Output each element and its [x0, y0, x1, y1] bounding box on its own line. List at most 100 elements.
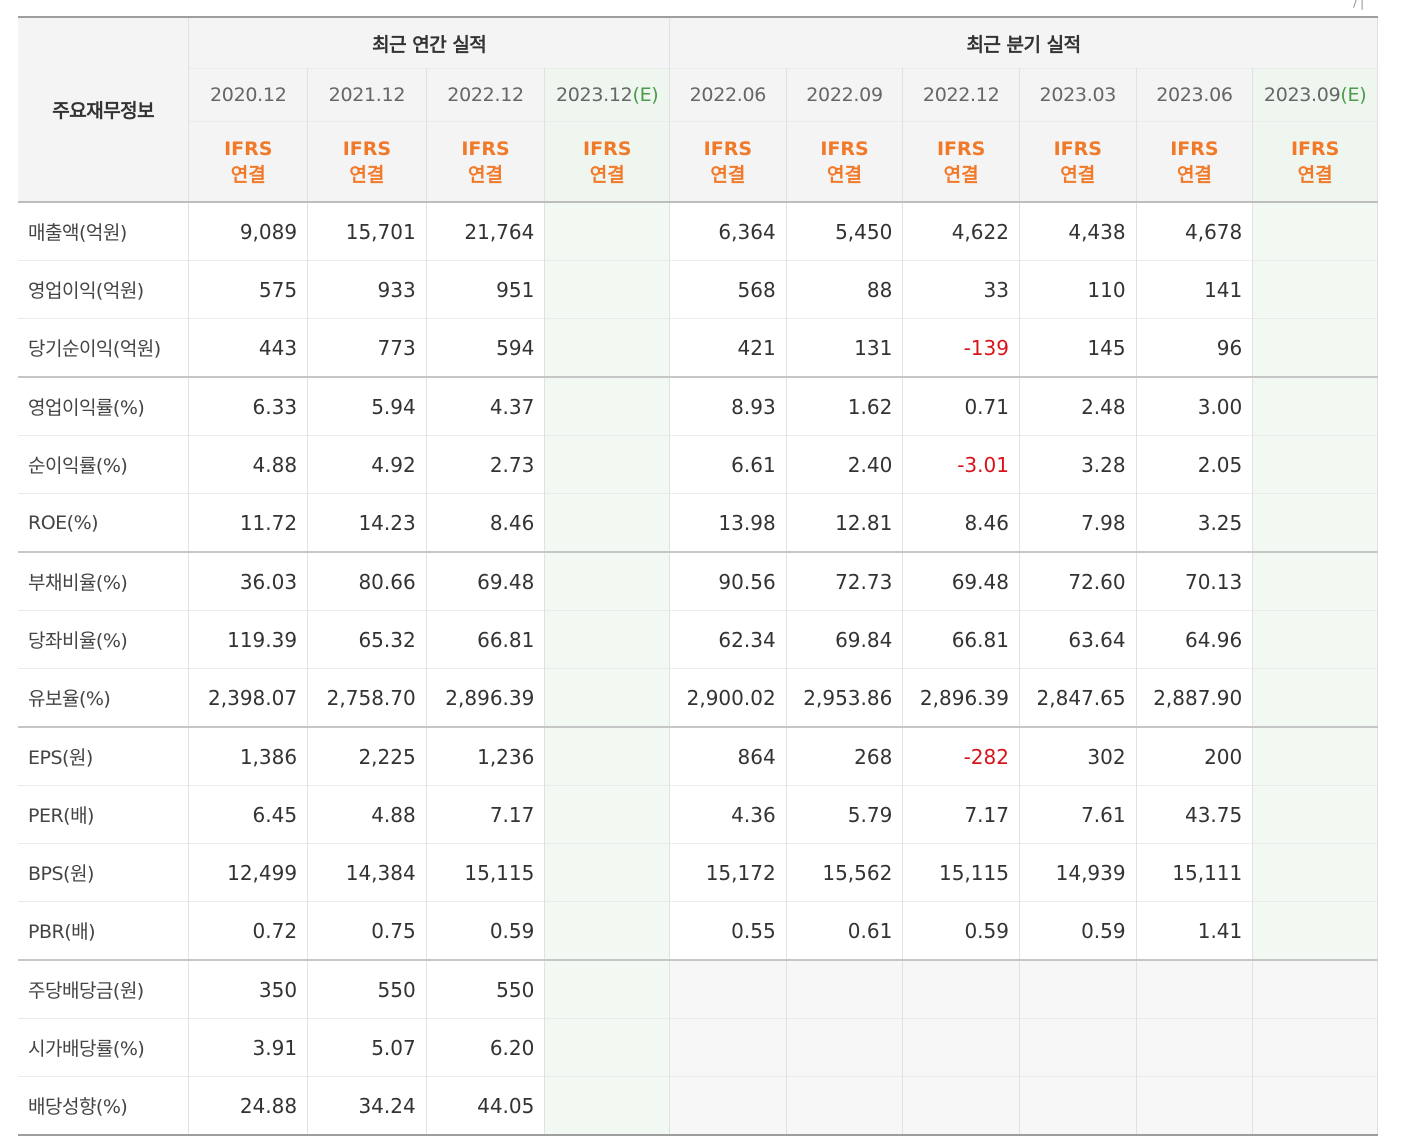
quarter-value-cell	[786, 1076, 904, 1136]
quarter-value-cell	[1252, 1076, 1378, 1136]
quarter-value-cell	[1252, 201, 1378, 261]
quarter-value-cell: 64.96	[1136, 610, 1254, 669]
quarter-value-cell: 66.81	[902, 610, 1020, 669]
consolidated-label: 연결	[710, 163, 746, 186]
quarter-value-cell: 69.48	[902, 551, 1020, 611]
quarter-value-cell	[1252, 901, 1378, 961]
annual-value-cell: 4.88	[188, 435, 309, 494]
quarter-value-cell: 0.59	[1019, 901, 1137, 961]
annual-value-cell: 2,758.70	[307, 668, 427, 728]
quarter-period-header: 2023.09(E)	[1252, 68, 1378, 122]
table-row: 순이익률(%) 4.88 4.92 2.73 6.61 2.40 -3.01 3.28 2.05	[18, 435, 1378, 494]
quarter-value-cell	[1252, 843, 1378, 902]
annual-value-cell: 4.88	[307, 785, 427, 844]
annual-value-cell: 119.39	[188, 610, 309, 669]
annual-value-cell: 5.07	[307, 1018, 427, 1077]
quarter-value-cell	[669, 1018, 787, 1077]
ifrs-label: IFRS	[1290, 137, 1340, 160]
quarter-value-cell: 63.64	[1019, 610, 1137, 669]
annual-period-header: 2020.12	[188, 68, 309, 122]
consolidated-label: 연결	[827, 163, 862, 186]
quarter-value-cell	[1019, 1076, 1137, 1136]
row-label: PBR(배)	[18, 901, 190, 961]
table-row: 당좌비율(%) 119.39 65.32 66.81 62.34 69.84 66.81 63…	[18, 610, 1378, 669]
annual-value-cell: 9,089	[188, 201, 309, 261]
annual-period-header: 2021.12	[307, 68, 427, 122]
table-row: PER(배) 6.45 4.88 7.17 4.36 5.79 7.17 7.61 43.75	[18, 785, 1378, 844]
ifrs-label: IFRS	[1053, 137, 1102, 160]
annual-value-cell: 8.46	[426, 493, 546, 553]
table-row: 당기순이익(억원) 443 773 594 421 131 -139 145 96	[18, 318, 1378, 378]
annual-value-cell: 4.37	[426, 376, 546, 436]
annual-value-cell: 4.92	[307, 435, 427, 494]
quarter-value-cell: 568	[669, 260, 787, 319]
row-label: ROE(%)	[18, 493, 190, 553]
row-label: PER(배)	[18, 785, 190, 844]
quarter-value-cell: 0.61	[786, 901, 904, 961]
quarter-value-cell	[1252, 435, 1378, 494]
table-row: 매출액(억원) 9,089 15,701 21,764 6,364 5,450 4,622 4…	[18, 201, 1378, 261]
annual-value-cell: 550	[426, 959, 546, 1019]
annual-value-cell: 15,701	[307, 201, 427, 261]
row-label: 부채비율(%)	[18, 551, 190, 611]
annual-value-cell: 11.72	[188, 493, 309, 553]
quarter-section-header: 최근 분기 실적	[669, 16, 1378, 69]
table-row: 시가배당률(%) 3.91 5.07 6.20	[18, 1018, 1378, 1077]
annual-value-cell	[544, 1018, 671, 1077]
quarter-period-header: 2022.12	[902, 68, 1020, 122]
ifrs-basis-header: IFRS 연결	[188, 121, 309, 203]
row-label: 당좌비율(%)	[18, 610, 190, 669]
quarter-value-cell: 15,172	[669, 843, 787, 902]
annual-value-cell: 65.32	[307, 610, 427, 669]
annual-value-cell: 44.05	[426, 1076, 546, 1136]
quarter-value-cell: 421	[669, 318, 787, 378]
quarter-value-cell: 141	[1136, 260, 1254, 319]
ifrs-basis-header: IFRS 연결	[1136, 121, 1254, 203]
ifrs-label: IFRS	[583, 137, 632, 160]
consolidated-label: 연결	[1060, 163, 1096, 186]
annual-value-cell: 0.75	[307, 901, 427, 961]
annual-value-cell: 36.03	[188, 551, 309, 611]
period-date: 2021.12	[328, 84, 406, 106]
quarter-value-cell	[1252, 668, 1378, 728]
quarter-value-cell: 145	[1019, 318, 1137, 378]
quarter-value-cell: 0.55	[669, 901, 787, 961]
quarter-value-cell: 131	[786, 318, 904, 378]
quarter-value-cell: 3.28	[1019, 435, 1137, 494]
quarter-period-header: 2023.06	[1136, 68, 1254, 122]
ifrs-basis-header: IFRS 연결	[307, 121, 427, 203]
consolidated-label: 연결	[468, 163, 504, 186]
annual-value-cell: 7.17	[426, 785, 546, 844]
table-row: 영업이익(억원) 575 933 951 568 88 33 110 141	[18, 260, 1378, 319]
quarter-value-cell: 2,847.65	[1019, 668, 1137, 728]
ifrs-label: IFRS	[1170, 137, 1219, 160]
annual-value-cell	[544, 726, 671, 786]
row-label: 영업이익(억원)	[18, 260, 190, 319]
quarter-value-cell: 2.48	[1019, 376, 1137, 436]
period-date: 2023.09	[1263, 84, 1341, 106]
annual-value-cell	[544, 901, 671, 961]
quarter-value-cell	[1252, 959, 1378, 1019]
quarter-value-cell: 4,678	[1136, 201, 1254, 261]
row-label: 영업이익률(%)	[18, 376, 190, 436]
quarter-value-cell: 5,450	[786, 201, 904, 261]
quarter-value-cell	[1136, 1076, 1254, 1136]
annual-value-cell: 550	[307, 959, 427, 1019]
annual-value-cell	[544, 1076, 671, 1136]
quarter-value-cell: 2,953.86	[786, 668, 904, 728]
annual-value-cell: 69.48	[426, 551, 546, 611]
label-column-header: 주요재무정보	[18, 16, 190, 203]
quarter-value-cell: 3.00	[1136, 376, 1254, 436]
annual-value-cell: 21,764	[426, 201, 546, 261]
row-label: 주당배당금(원)	[18, 959, 190, 1019]
annual-value-cell: 773	[307, 318, 427, 378]
annual-value-cell	[544, 201, 671, 261]
ifrs-basis-header: IFRS 연결	[902, 121, 1020, 203]
row-label: BPS(원)	[18, 843, 190, 902]
table-row: 주당배당금(원) 350 550 550	[18, 959, 1378, 1019]
ifrs-basis-header: IFRS 연결	[426, 121, 546, 203]
annual-value-cell: 951	[426, 260, 546, 319]
annual-value-cell: 66.81	[426, 610, 546, 669]
table-row: 영업이익률(%) 6.33 5.94 4.37 8.93 1.62 0.71 2.48 3.00	[18, 376, 1378, 436]
quarter-value-cell: 96	[1136, 318, 1254, 378]
